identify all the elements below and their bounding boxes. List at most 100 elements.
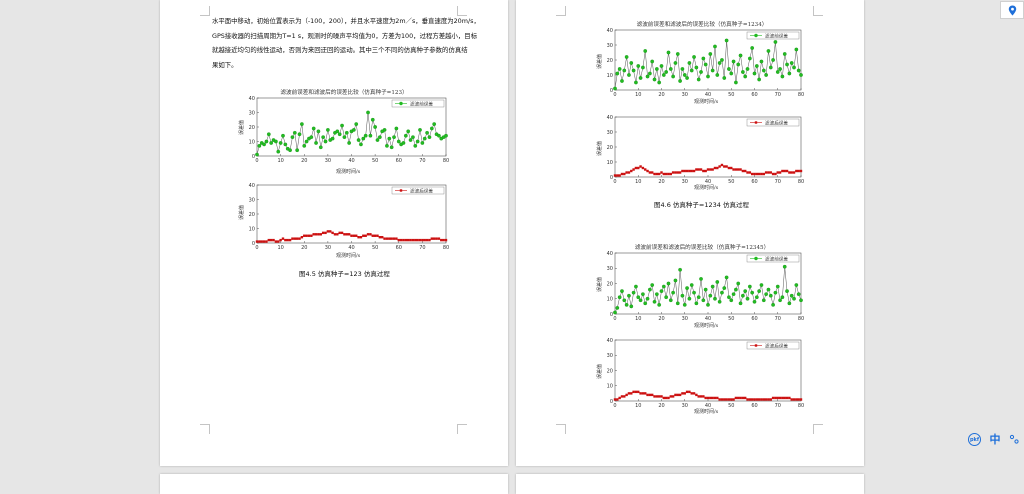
data-point	[345, 233, 348, 236]
x-tick-label: 70	[775, 403, 781, 409]
data-point	[615, 306, 620, 310]
data-point	[423, 238, 426, 242]
data-point	[776, 396, 779, 400]
data-point	[641, 292, 645, 297]
data-point	[284, 238, 287, 242]
data-point	[444, 238, 448, 242]
data-point	[720, 58, 724, 62]
data-point	[675, 301, 680, 306]
x-tick-label: 50	[728, 403, 734, 409]
data-point	[695, 168, 698, 171]
x-tick-label: 60	[751, 316, 757, 322]
data-point	[744, 169, 747, 173]
data-point	[692, 169, 696, 173]
data-point	[657, 80, 662, 85]
y-tick-label: 0	[610, 175, 613, 181]
data-point	[720, 290, 724, 295]
data-point	[620, 289, 624, 293]
data-point	[723, 165, 726, 168]
data-point	[761, 298, 766, 303]
data-point	[703, 62, 708, 67]
data-point	[782, 264, 787, 269]
legend-marker	[754, 121, 758, 124]
data-point	[771, 302, 775, 307]
y-tick-label: 20	[249, 212, 255, 218]
data-point	[785, 396, 789, 400]
data-point	[750, 398, 754, 401]
data-point	[708, 52, 713, 56]
data-point	[661, 284, 666, 289]
data-point	[324, 231, 327, 235]
data-point	[799, 73, 803, 77]
y-tick-label: 20	[607, 58, 613, 64]
data-point	[795, 398, 798, 401]
data-point	[312, 233, 315, 236]
data-point	[732, 168, 735, 171]
data-point	[711, 396, 714, 400]
data-point	[330, 136, 335, 141]
data-point	[286, 238, 289, 242]
data-point	[730, 398, 733, 401]
data-point	[699, 168, 703, 171]
data-point	[392, 237, 396, 240]
data-point	[785, 169, 789, 173]
data-point	[375, 138, 380, 142]
data-point	[739, 396, 742, 400]
data-point	[788, 396, 791, 400]
data-point	[783, 169, 786, 173]
data-point	[729, 298, 734, 303]
data-point	[300, 236, 304, 239]
data-point	[624, 302, 629, 307]
data-point	[411, 135, 415, 140]
data-point	[274, 139, 278, 144]
x-axis-label: 观测时间/s	[694, 409, 719, 415]
data-point	[335, 129, 340, 134]
ime-language-toggle[interactable]: 中	[989, 433, 1001, 446]
data-point	[773, 40, 778, 44]
data-point	[340, 231, 344, 235]
data-point	[699, 395, 703, 398]
data-point	[654, 292, 659, 297]
data-point	[706, 74, 710, 79]
data-point	[734, 168, 738, 171]
data-point	[659, 289, 664, 293]
ime-badge-icon[interactable]: pkf	[968, 433, 981, 446]
data-point	[738, 53, 743, 58]
x-tick-label: 30	[682, 316, 688, 322]
data-point	[288, 148, 292, 153]
x-tick-label: 10	[277, 245, 283, 251]
map-pin-icon[interactable]	[1000, 1, 1024, 19]
data-point	[768, 293, 773, 298]
data-point	[753, 398, 756, 401]
data-point	[754, 295, 759, 300]
data-point	[706, 396, 710, 400]
data-point	[413, 143, 418, 148]
legend-marker	[754, 33, 758, 38]
data-point	[326, 128, 330, 132]
ime-settings-icon[interactable]	[1002, 431, 1024, 447]
data-point	[385, 143, 389, 148]
chart-plots: 0 10 20 30 40 50 60 70 80 0 10 20 30 40 滤波前误差 0 10 20 30 40…	[607, 28, 805, 185]
data-point	[444, 133, 448, 138]
data-point	[627, 293, 631, 298]
data-point	[290, 135, 295, 140]
data-point	[702, 395, 705, 398]
data-point	[755, 398, 759, 401]
data-point	[764, 73, 768, 77]
data-point	[272, 238, 275, 242]
data-point	[653, 395, 656, 398]
data-point	[631, 68, 636, 73]
data-point	[709, 168, 712, 171]
x-tick-label: 20	[658, 316, 664, 322]
legend-label: 滤波前误差	[410, 100, 433, 107]
x-tick-label: 70	[419, 245, 425, 251]
data-point	[371, 234, 374, 237]
data-point	[664, 70, 669, 74]
data-point	[414, 238, 417, 242]
data-point	[359, 236, 363, 239]
x-tick-label: 30	[682, 92, 688, 98]
data-point	[390, 237, 393, 240]
x-tick-label: 30	[682, 403, 688, 409]
data-point	[669, 395, 672, 398]
data-point	[788, 171, 791, 174]
